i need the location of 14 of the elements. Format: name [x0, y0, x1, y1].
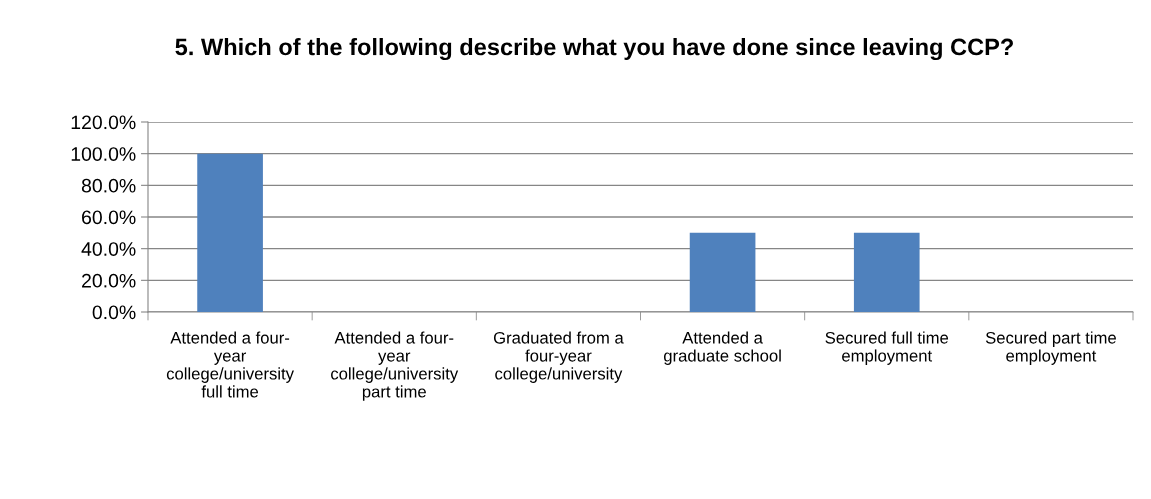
x-tick-label: Attended a four- year college/university part time — [331, 331, 459, 401]
y-tick-label: 40.0% — [81, 242, 136, 256]
x-tick-label: Attended a four- year college/university full time — [166, 331, 294, 398]
y-tick-label: 80.0% — [81, 178, 136, 193]
chart-title: 5. Which of the following describe what you have done since leaving CCP? — [175, 38, 1013, 61]
x-tick-label: Attended a graduate school — [663, 331, 781, 365]
x-tick-label: Secured full time employment — [825, 331, 949, 365]
y-tick-label: 60.0% — [82, 210, 136, 225]
x-tick-label: Secured part time employment — [985, 331, 1116, 365]
y-tick-label: 20.0% — [82, 273, 136, 288]
x-tick-label: Graduated from a four-year college/university — [493, 331, 624, 383]
y-tick-label: 120.0% — [71, 115, 136, 130]
y-tick-label: 100.0% — [71, 147, 136, 161]
y-tick-label: 0.0% — [92, 305, 136, 320]
